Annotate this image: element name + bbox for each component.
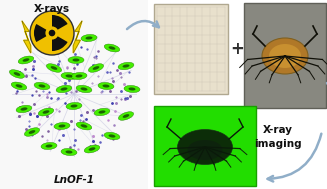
Ellipse shape — [86, 36, 93, 40]
Ellipse shape — [16, 84, 23, 88]
Ellipse shape — [123, 64, 129, 68]
Ellipse shape — [71, 105, 77, 108]
Ellipse shape — [51, 66, 57, 70]
Ellipse shape — [81, 34, 97, 42]
Ellipse shape — [124, 85, 140, 93]
Circle shape — [30, 11, 74, 55]
Text: X-rays: X-rays — [34, 4, 70, 14]
Ellipse shape — [41, 42, 47, 46]
FancyBboxPatch shape — [154, 106, 256, 186]
Ellipse shape — [54, 122, 70, 129]
Ellipse shape — [38, 108, 54, 116]
Ellipse shape — [61, 148, 77, 156]
Ellipse shape — [25, 128, 40, 136]
Ellipse shape — [84, 145, 100, 153]
Ellipse shape — [56, 85, 72, 93]
Ellipse shape — [76, 85, 92, 93]
FancyArrowPatch shape — [127, 21, 159, 29]
Ellipse shape — [118, 62, 134, 70]
Ellipse shape — [65, 150, 73, 153]
Ellipse shape — [118, 112, 134, 120]
Ellipse shape — [178, 129, 232, 164]
Ellipse shape — [98, 82, 114, 90]
Ellipse shape — [63, 34, 69, 38]
Text: LnOF-1: LnOF-1 — [54, 175, 95, 185]
Circle shape — [49, 30, 55, 36]
Ellipse shape — [102, 84, 110, 88]
Wedge shape — [52, 15, 68, 33]
Ellipse shape — [41, 143, 57, 149]
Ellipse shape — [43, 110, 49, 114]
Ellipse shape — [36, 40, 52, 48]
Ellipse shape — [187, 140, 222, 160]
Ellipse shape — [109, 134, 115, 138]
Ellipse shape — [129, 88, 135, 91]
Ellipse shape — [18, 56, 34, 64]
Ellipse shape — [93, 66, 99, 70]
Ellipse shape — [123, 114, 129, 118]
Ellipse shape — [11, 82, 27, 90]
Ellipse shape — [80, 87, 87, 91]
Ellipse shape — [76, 74, 82, 77]
Ellipse shape — [71, 72, 87, 80]
Ellipse shape — [104, 132, 120, 140]
Ellipse shape — [88, 64, 104, 72]
Ellipse shape — [14, 72, 20, 76]
Text: X-ray
imaging: X-ray imaging — [254, 125, 302, 149]
Polygon shape — [22, 21, 31, 53]
Ellipse shape — [9, 70, 25, 78]
Ellipse shape — [94, 108, 110, 116]
Ellipse shape — [109, 46, 115, 50]
Ellipse shape — [269, 44, 301, 68]
Ellipse shape — [61, 72, 77, 80]
Ellipse shape — [16, 105, 32, 113]
Ellipse shape — [73, 59, 79, 61]
Ellipse shape — [80, 124, 87, 128]
Ellipse shape — [46, 64, 61, 72]
Ellipse shape — [21, 107, 27, 111]
Ellipse shape — [29, 130, 35, 134]
Ellipse shape — [89, 147, 95, 151]
Ellipse shape — [34, 82, 50, 90]
FancyBboxPatch shape — [244, 3, 326, 108]
Ellipse shape — [60, 87, 67, 91]
FancyBboxPatch shape — [154, 4, 228, 94]
Ellipse shape — [65, 74, 73, 77]
Text: +: + — [230, 40, 244, 58]
Ellipse shape — [45, 144, 53, 148]
Ellipse shape — [23, 58, 29, 62]
Wedge shape — [52, 33, 68, 51]
Ellipse shape — [68, 57, 84, 64]
FancyArrowPatch shape — [267, 134, 321, 181]
Ellipse shape — [98, 110, 105, 114]
Ellipse shape — [104, 44, 120, 52]
Ellipse shape — [262, 38, 308, 74]
FancyBboxPatch shape — [0, 0, 148, 189]
Ellipse shape — [59, 32, 74, 40]
Ellipse shape — [59, 125, 65, 128]
Wedge shape — [34, 24, 52, 42]
Polygon shape — [73, 21, 82, 53]
Ellipse shape — [39, 84, 45, 88]
Circle shape — [45, 26, 59, 40]
Ellipse shape — [66, 102, 82, 110]
Ellipse shape — [76, 122, 92, 130]
